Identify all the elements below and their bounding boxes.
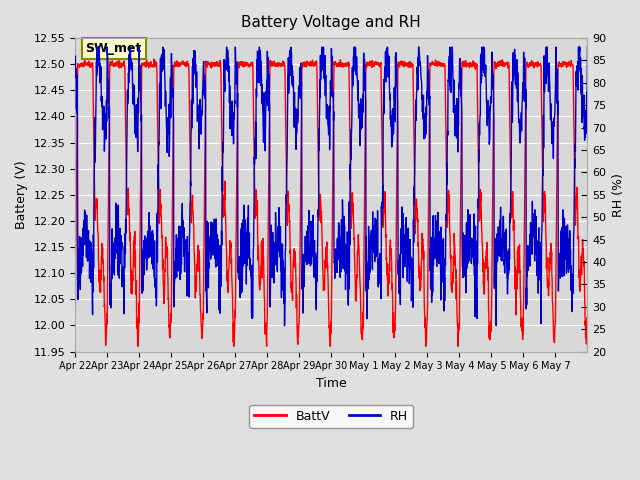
Legend: BattV, RH: BattV, RH	[250, 405, 413, 428]
Y-axis label: RH (%): RH (%)	[612, 173, 625, 217]
Text: SW_met: SW_met	[85, 42, 142, 55]
X-axis label: Time: Time	[316, 377, 347, 390]
Y-axis label: Battery (V): Battery (V)	[15, 160, 28, 229]
Title: Battery Voltage and RH: Battery Voltage and RH	[241, 15, 421, 30]
